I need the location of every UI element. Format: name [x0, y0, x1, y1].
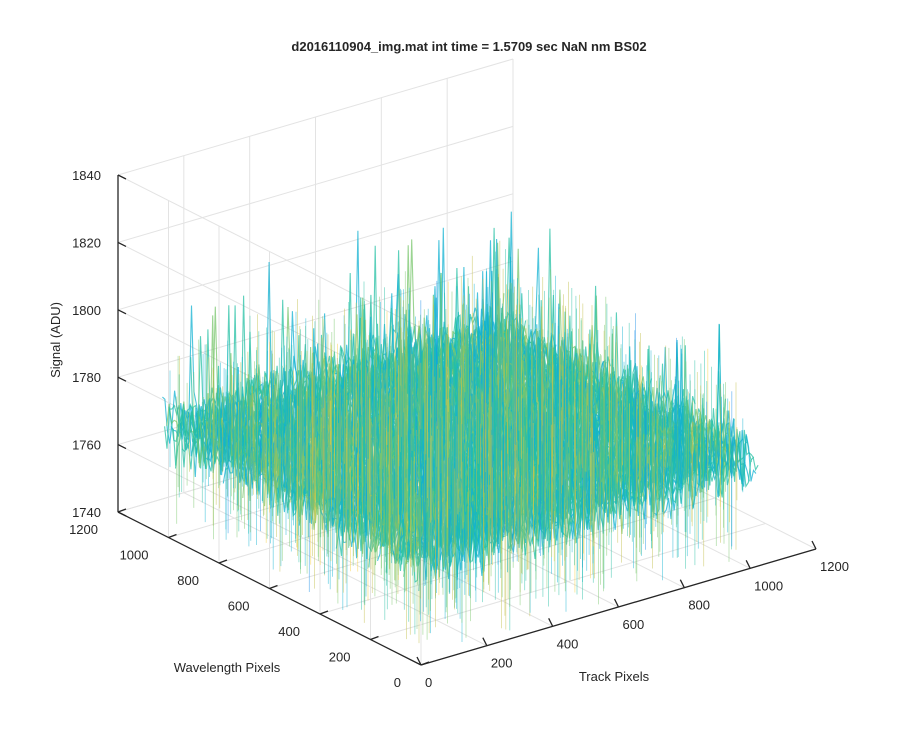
- floor-gridline-y: [370, 523, 766, 640]
- y-tick-mark: [168, 533, 177, 539]
- y-tick-label: 600: [228, 599, 250, 614]
- y-tick-label: 1200: [69, 522, 98, 537]
- x-tick-mark: [811, 540, 817, 550]
- z-tick-mark: [117, 174, 127, 180]
- y-tick-mark: [269, 584, 278, 590]
- x-tick-label: 1200: [820, 559, 849, 574]
- backwall-gridline-z: [117, 125, 514, 243]
- z-axis-label: Signal (ADU): [48, 302, 63, 378]
- x-tick-mark: [416, 656, 422, 666]
- signal-surface: [162, 211, 759, 644]
- tick-labels: 0 200 400 600 800 1000 1200 0 200 400 600 800 1000 12…: [69, 168, 849, 690]
- x-tick-label: 200: [491, 656, 513, 671]
- z-tick-mark: [117, 376, 127, 382]
- z-tick-label: 1840: [72, 168, 101, 183]
- z-tick-label: 1740: [72, 505, 101, 520]
- z-tick-mark: [117, 511, 127, 517]
- x-tick-mark: [482, 637, 488, 646]
- y-tick-label: 1000: [120, 548, 149, 563]
- x-tick-mark: [613, 598, 620, 608]
- z-tick-mark: [117, 444, 127, 450]
- x-tick-mark: [548, 618, 554, 627]
- sidewall-gridline-z: [117, 444, 422, 599]
- axes-3d: [117, 174, 817, 666]
- y-tick-mark: [218, 559, 228, 564]
- chart-title: d2016110904_img.mat int time = 1.5709 se…: [291, 39, 646, 54]
- x-tick-label: 0: [425, 675, 432, 690]
- x-tick-mark: [679, 579, 685, 588]
- x-tick-label: 1000: [754, 578, 783, 593]
- x-tick-mark: [745, 560, 751, 569]
- z-tick-label: 1760: [72, 438, 101, 453]
- backwall-gridline-z: [117, 260, 514, 378]
- backwall-gridline-z: [117, 58, 514, 176]
- x-tick-label: 400: [557, 636, 579, 651]
- z-tick-mark: [117, 309, 127, 315]
- y-tick-mark: [420, 661, 430, 666]
- y-tick-label: 0: [394, 675, 401, 690]
- y-axis-label: Wavelength Pixels: [174, 660, 281, 675]
- z-tick-label: 1800: [72, 303, 101, 318]
- y-tick-label: 400: [278, 624, 300, 639]
- y-tick-label: 200: [329, 650, 351, 665]
- x-tick-label: 800: [688, 598, 710, 613]
- x-axis-label: Track Pixels: [579, 669, 650, 684]
- z-tick-mark: [117, 241, 127, 247]
- y-tick-mark: [370, 635, 379, 641]
- z-tick-label: 1780: [72, 370, 101, 385]
- y-tick-mark: [117, 508, 127, 513]
- y-tick-label: 800: [177, 573, 199, 588]
- y-tick-mark: [319, 610, 329, 615]
- z-tick-label: 1820: [72, 235, 101, 250]
- x-tick-label: 600: [623, 617, 645, 632]
- backwall-gridline-z: [117, 193, 514, 311]
